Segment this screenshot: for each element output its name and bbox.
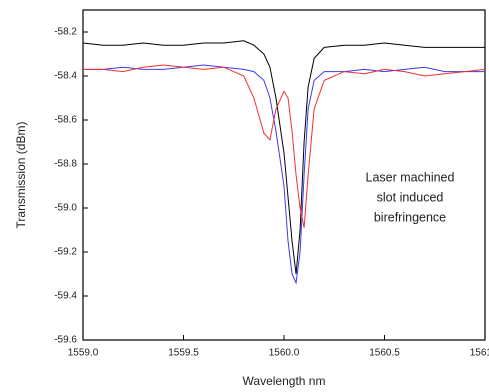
x-tick-label: 1559.0 (68, 348, 99, 359)
y-tick-label: -59.6 (54, 335, 77, 346)
y-axis-label: Transmission (dBm) (14, 122, 28, 229)
y-tick-label: -58.2 (54, 27, 77, 38)
x-tick-label: 1561.0 (470, 348, 489, 359)
annotation: slot induced (377, 190, 444, 204)
y-tick-label: -59.2 (54, 247, 77, 258)
x-tick-label: 1560.0 (269, 348, 300, 359)
y-tick-label: -58.6 (54, 115, 77, 126)
annotation: birefringence (374, 210, 446, 224)
y-tick-label: -59.4 (54, 291, 77, 302)
series-line (82, 40, 485, 275)
series-line (83, 64, 485, 285)
y-tick-label: -59.0 (54, 203, 77, 214)
y-tick-label: -58.4 (54, 71, 77, 82)
x-tick-label: 1559.5 (168, 348, 199, 359)
series-line (83, 64, 486, 228)
x-tick-label: 1560.5 (369, 348, 400, 359)
x-axis-label: Wavelength nm (243, 374, 326, 388)
y-tick-label: -58.8 (54, 159, 77, 170)
annotation: Laser machined (366, 170, 455, 184)
